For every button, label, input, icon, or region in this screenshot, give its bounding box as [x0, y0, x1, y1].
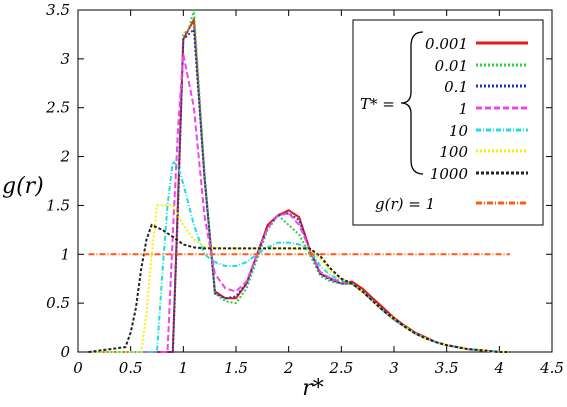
y-tick-label: 0 [60, 343, 70, 361]
legend-label: 1 [458, 100, 468, 118]
y-axis-label: g(r) [2, 174, 44, 199]
y-tick-label: 3 [60, 50, 70, 68]
legend-brace [400, 31, 424, 175]
legend-label: 10 [449, 122, 469, 140]
legend-label: g(r) = 1 [375, 195, 435, 213]
x-tick-label: 1.5 [224, 359, 248, 377]
x-tick-label: 2 [283, 359, 294, 377]
legend-label: 1000 [430, 165, 469, 183]
tick-group: 0 0.5 1 1.5 2 2.5 3 3.5 4 4.5 0 0.5 1 1.5 2 2.5 3 3.5 [45, 1, 564, 377]
x-tick-label: 3 [389, 359, 399, 377]
legend-box [352, 19, 544, 226]
y-tick-label: 0.5 [46, 294, 70, 312]
x-tick-label: 2.5 [328, 359, 353, 377]
series-group [88, 9, 510, 353]
y-tick-label: 1.5 [46, 196, 70, 214]
y-tick-label: 3.5 [46, 1, 70, 19]
x-axis-label: r* [302, 376, 324, 401]
plot-frame [77, 9, 553, 353]
x-tick-label: 4.5 [539, 359, 564, 377]
x-tick-label: 0.5 [119, 359, 143, 377]
y-tick-label: 2.5 [45, 99, 70, 117]
legend-label: 0.01 [435, 57, 468, 75]
x-tick-label: 0 [73, 359, 83, 377]
legend-group-label: T* = [360, 95, 395, 113]
x-tick-label: 4 [494, 359, 505, 377]
legend-label: 100 [439, 143, 468, 161]
y-tick-label: 1 [60, 245, 70, 263]
x-tick-label: 1 [179, 359, 189, 377]
legend-label: 0.001 [425, 35, 468, 53]
legend: T* = 0.001 0.01 0.1 1 10 100 1000 g(r) = 1 [352, 19, 544, 226]
legend-label: 0.1 [444, 78, 468, 96]
y-tick-label: 2 [59, 148, 70, 166]
x-tick-label: 3.5 [435, 359, 459, 377]
